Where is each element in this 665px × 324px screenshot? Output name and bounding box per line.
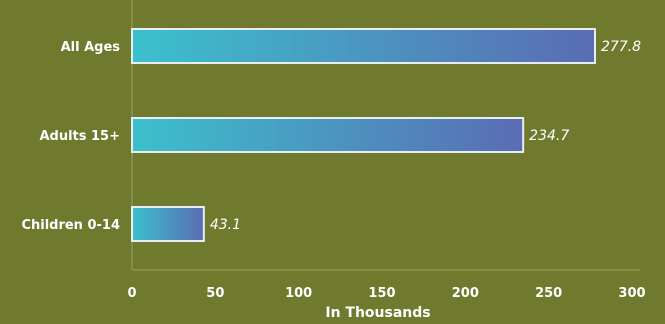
x-tick-label: 250 (535, 286, 562, 301)
x-tick-label: 200 (452, 286, 479, 301)
x-tick-label: 100 (285, 286, 312, 301)
category-label: Children 0-14 (21, 218, 120, 233)
bar (131, 117, 525, 153)
value-label: 277.8 (601, 39, 641, 55)
category-label: All Ages (61, 40, 121, 55)
x-tick-label: 150 (368, 286, 395, 301)
bar (131, 206, 205, 242)
value-label: 234.7 (529, 128, 569, 144)
x-axis-title: In Thousands (325, 305, 430, 321)
x-tick-label: 0 (127, 286, 136, 301)
x-tick-label: 300 (618, 286, 645, 301)
category-label: Adults 15+ (39, 129, 120, 144)
value-label: 43.1 (210, 217, 241, 233)
bar (131, 28, 596, 64)
x-tick-label: 50 (206, 286, 224, 301)
